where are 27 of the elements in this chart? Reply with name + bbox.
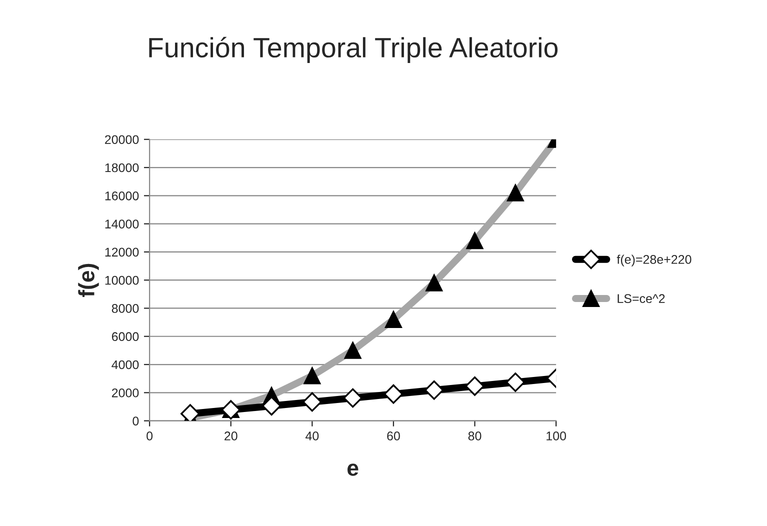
point [262, 396, 282, 416]
y-tick-label: 10000 [105, 276, 139, 285]
point [384, 384, 404, 404]
y-tick-label: 20000 [105, 135, 139, 144]
x-tick-label: 100 [546, 432, 566, 440]
x-axis-title: e [348, 464, 358, 476]
point [465, 376, 484, 396]
y-tick-label: 8000 [112, 304, 139, 313]
x-tick-label: 60 [387, 432, 400, 440]
y-tick-label: 16000 [105, 191, 139, 200]
chart-title: Función Temporal Triple Aleatorio [149, 36, 558, 64]
x-tick-label: 80 [468, 432, 482, 440]
y-tick-label: 18000 [105, 163, 139, 172]
legend-label: f(e)=28e+220 [616, 254, 692, 266]
x-tick-label: 0 [146, 432, 153, 440]
point [343, 388, 362, 408]
x-tick-label: 40 [306, 432, 319, 440]
legend-label: LS=ce^2 [618, 294, 665, 304]
y-tick-label: 0 [132, 416, 139, 426]
point [180, 404, 200, 421]
y-tick-label: 6000 [112, 332, 139, 342]
y-tick-label: 12000 [105, 248, 139, 257]
y-tick-label: 4000 [112, 360, 139, 370]
y-tick-label: 14000 [105, 220, 139, 228]
y-tick-label: 2000 [112, 388, 139, 398]
x-tick-label: 20 [224, 432, 238, 440]
y-axis-title: f(e) [78, 264, 99, 297]
